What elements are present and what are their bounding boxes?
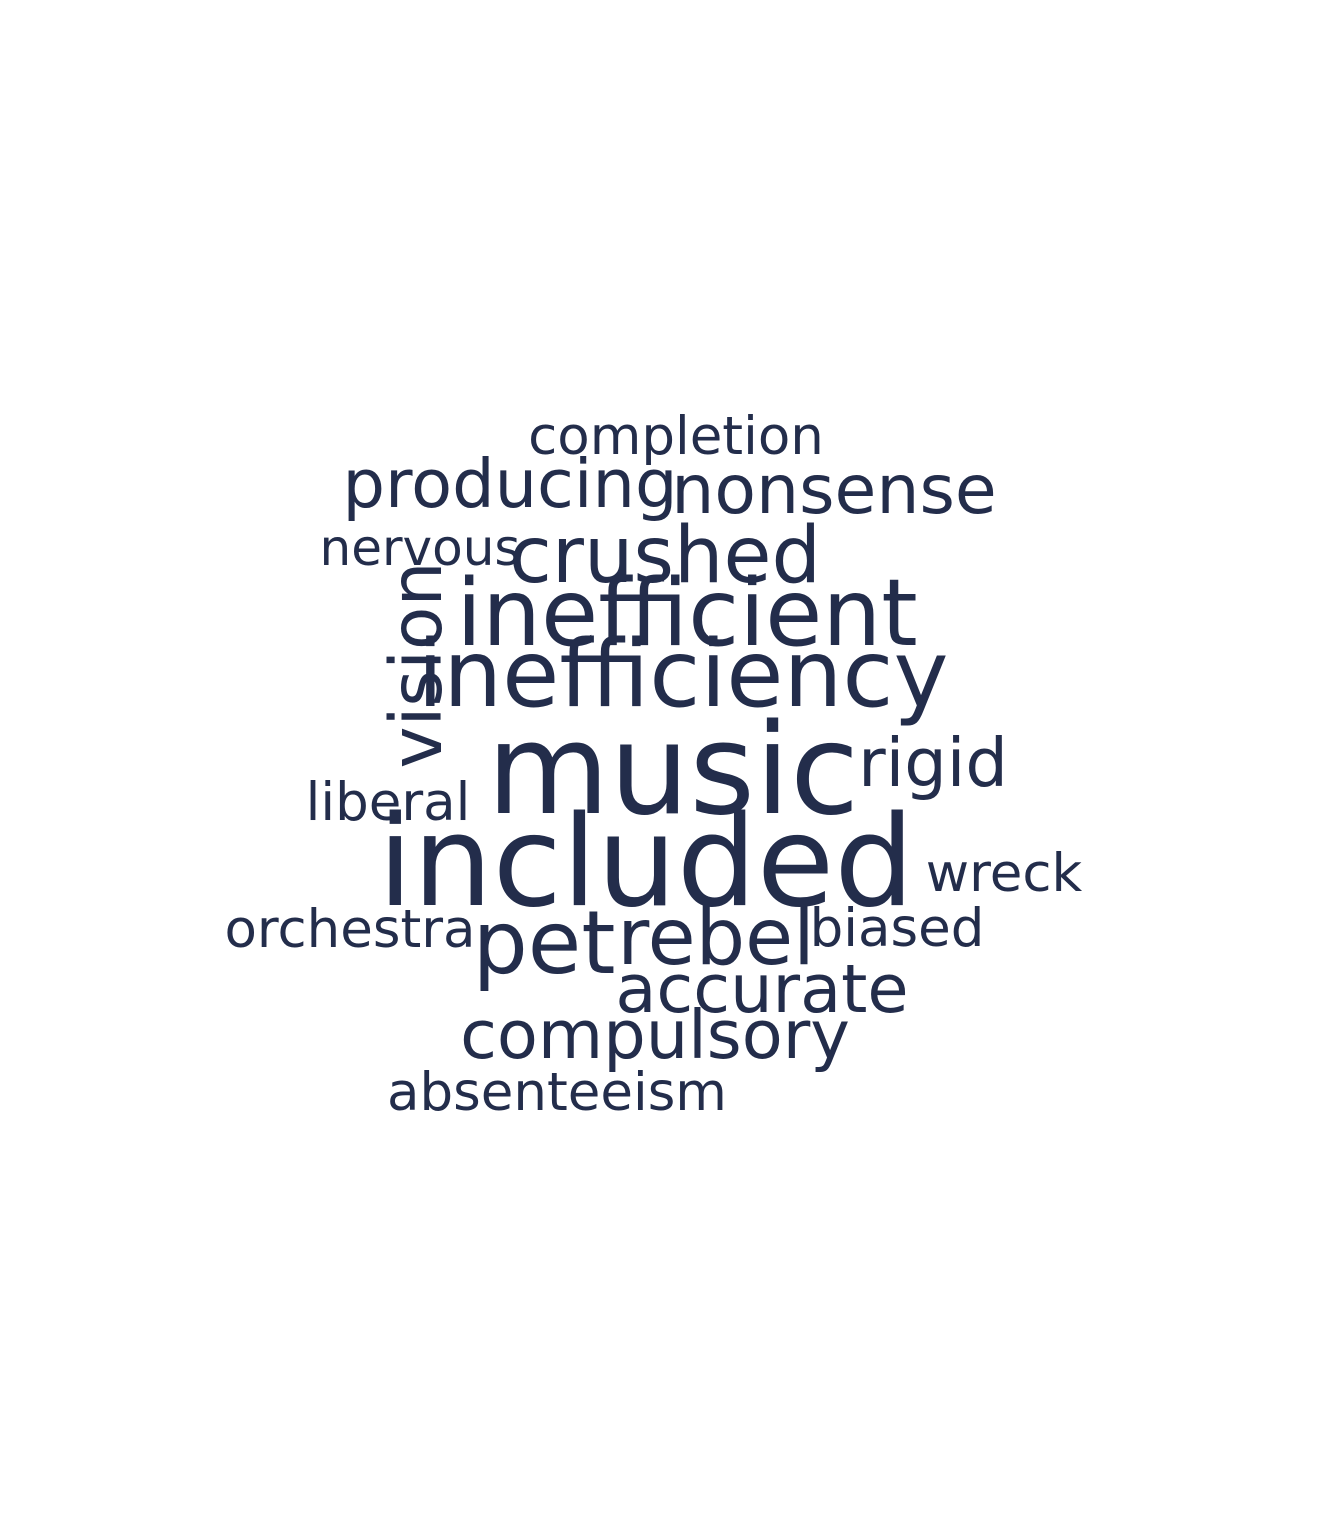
word-pet: pet bbox=[473, 892, 616, 994]
word-compulsory: compulsory bbox=[460, 996, 850, 1074]
word-nonsense: nonsense bbox=[671, 451, 996, 530]
word-producing: producing bbox=[342, 445, 677, 523]
word-inefficiency: inefficiency bbox=[417, 620, 948, 728]
word-nervous: nervous bbox=[320, 519, 521, 577]
word-biased: biased bbox=[810, 898, 985, 959]
word-rigid: rigid bbox=[858, 724, 1008, 802]
word-crushed: crushed bbox=[509, 511, 821, 601]
word-orchestra: orchestra bbox=[224, 899, 475, 960]
word-inefficient: inefficient bbox=[456, 559, 918, 667]
word-included: included bbox=[378, 788, 914, 935]
word-music: music bbox=[487, 696, 860, 843]
word-accurate: accurate bbox=[615, 950, 908, 1028]
word-completion: completion bbox=[528, 406, 824, 467]
word-liberal: liberal bbox=[306, 772, 471, 833]
word-vision: vision bbox=[375, 562, 458, 769]
word-wreck: wreck bbox=[926, 843, 1083, 904]
word-absenteeism: absenteeism bbox=[387, 1062, 727, 1123]
word-rebel: rebel bbox=[617, 893, 815, 983]
